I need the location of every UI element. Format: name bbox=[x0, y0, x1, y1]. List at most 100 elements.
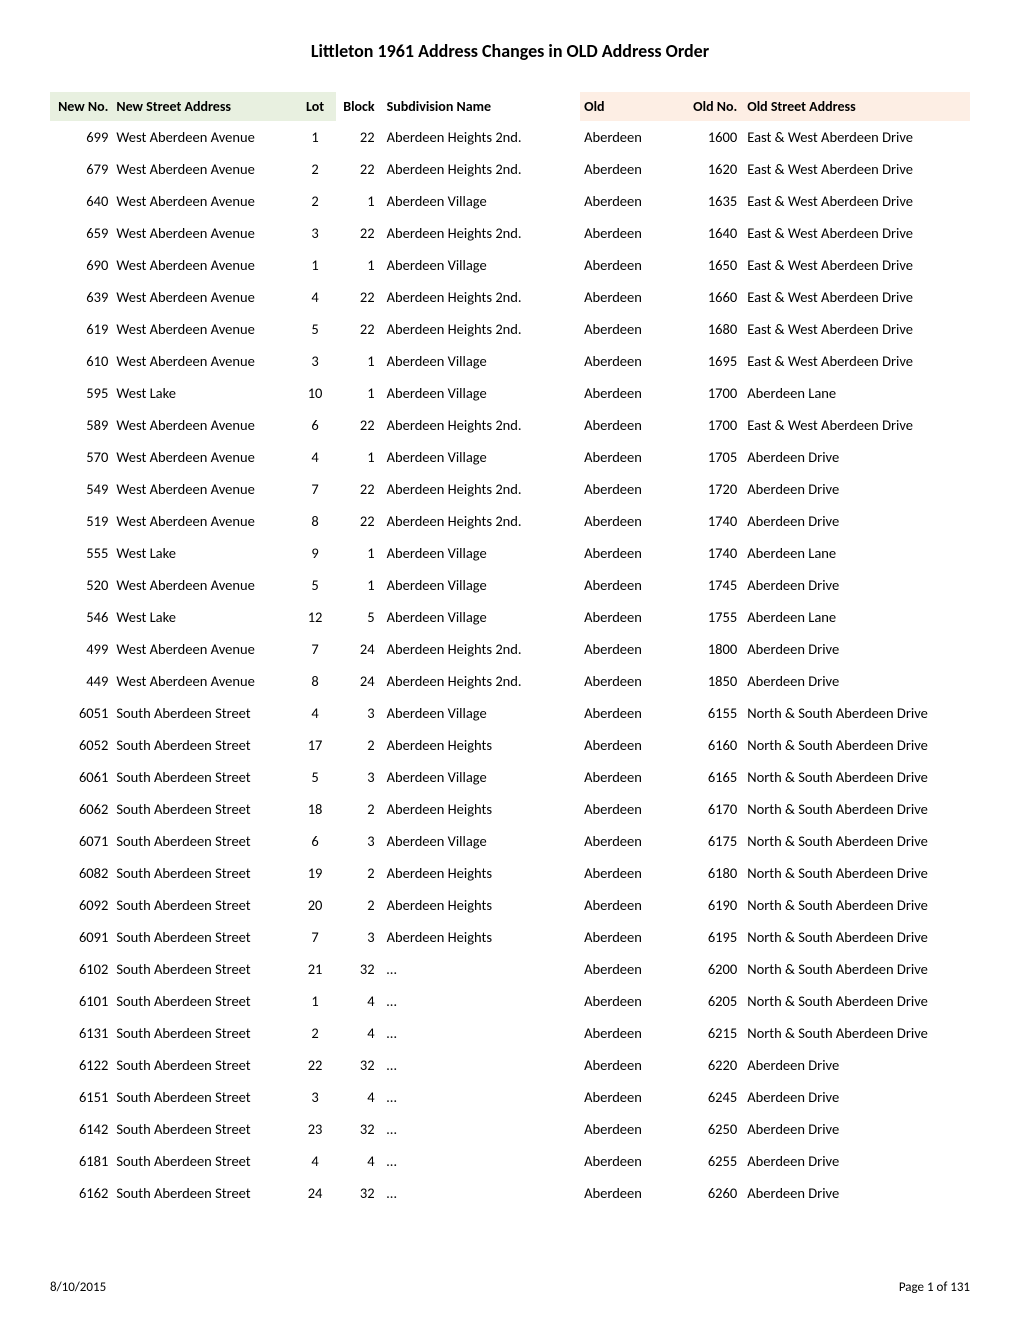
cell-newno: 679 bbox=[50, 153, 112, 185]
cell-lot: 1 bbox=[294, 249, 336, 281]
cell-oldstreet: North & South Aberdeen Drive bbox=[741, 697, 970, 729]
cell-newstreet: South Aberdeen Street bbox=[112, 1017, 294, 1049]
table-row: 6102South Aberdeen Street2132…Aberdeen62… bbox=[50, 953, 970, 985]
cell-newno: 555 bbox=[50, 537, 112, 569]
cell-block: 22 bbox=[336, 217, 383, 249]
cell-old: Aberdeen bbox=[580, 665, 684, 697]
cell-newno: 6181 bbox=[50, 1145, 112, 1177]
cell-oldno: 6250 bbox=[684, 1113, 741, 1145]
cell-lot: 22 bbox=[294, 1049, 336, 1081]
cell-old: Aberdeen bbox=[580, 953, 684, 985]
cell-lot: 4 bbox=[294, 281, 336, 313]
cell-newstreet: West Aberdeen Avenue bbox=[112, 665, 294, 697]
cell-newno: 6071 bbox=[50, 825, 112, 857]
cell-subdiv: … bbox=[383, 1177, 581, 1209]
cell-newstreet: West Lake bbox=[112, 377, 294, 409]
address-table: New No. New Street Address Lot Block Sub… bbox=[50, 92, 970, 1209]
cell-subdiv: … bbox=[383, 1017, 581, 1049]
cell-oldstreet: East & West Aberdeen Drive bbox=[741, 345, 970, 377]
cell-old: Aberdeen bbox=[580, 601, 684, 633]
cell-oldno: 1640 bbox=[684, 217, 741, 249]
cell-old: Aberdeen bbox=[580, 985, 684, 1017]
cell-oldstreet: North & South Aberdeen Drive bbox=[741, 729, 970, 761]
cell-subdiv: Aberdeen Heights 2nd. bbox=[383, 153, 581, 185]
cell-lot: 3 bbox=[294, 217, 336, 249]
cell-block: 1 bbox=[336, 537, 383, 569]
cell-newno: 6162 bbox=[50, 1177, 112, 1209]
footer: 8/10/2015 Page 1 of 131 bbox=[50, 1280, 970, 1295]
cell-oldno: 1745 bbox=[684, 569, 741, 601]
cell-newstreet: West Aberdeen Avenue bbox=[112, 633, 294, 665]
cell-old: Aberdeen bbox=[580, 1177, 684, 1209]
cell-lot: 9 bbox=[294, 537, 336, 569]
cell-oldno: 1635 bbox=[684, 185, 741, 217]
cell-oldstreet: Aberdeen Drive bbox=[741, 505, 970, 537]
cell-oldno: 1600 bbox=[684, 121, 741, 153]
cell-lot: 7 bbox=[294, 921, 336, 953]
cell-block: 22 bbox=[336, 505, 383, 537]
cell-subdiv: Aberdeen Heights 2nd. bbox=[383, 217, 581, 249]
table-row: 6091South Aberdeen Street73Aberdeen Heig… bbox=[50, 921, 970, 953]
table-row: 6122South Aberdeen Street2232…Aberdeen62… bbox=[50, 1049, 970, 1081]
cell-old: Aberdeen bbox=[580, 185, 684, 217]
cell-newno: 659 bbox=[50, 217, 112, 249]
cell-newstreet: West Aberdeen Avenue bbox=[112, 185, 294, 217]
cell-subdiv: … bbox=[383, 1145, 581, 1177]
table-row: 610West Aberdeen Avenue31Aberdeen Villag… bbox=[50, 345, 970, 377]
cell-oldstreet: Aberdeen Lane bbox=[741, 537, 970, 569]
cell-oldno: 1700 bbox=[684, 377, 741, 409]
cell-old: Aberdeen bbox=[580, 1049, 684, 1081]
cell-old: Aberdeen bbox=[580, 537, 684, 569]
cell-newno: 6101 bbox=[50, 985, 112, 1017]
cell-block: 22 bbox=[336, 121, 383, 153]
cell-oldno: 6260 bbox=[684, 1177, 741, 1209]
cell-subdiv: Aberdeen Heights 2nd. bbox=[383, 473, 581, 505]
cell-oldno: 6155 bbox=[684, 697, 741, 729]
cell-newstreet: South Aberdeen Street bbox=[112, 985, 294, 1017]
cell-block: 3 bbox=[336, 761, 383, 793]
cell-subdiv: Aberdeen Village bbox=[383, 537, 581, 569]
table-row: 499West Aberdeen Avenue724Aberdeen Heigh… bbox=[50, 633, 970, 665]
cell-oldstreet: North & South Aberdeen Drive bbox=[741, 1017, 970, 1049]
cell-oldno: 6160 bbox=[684, 729, 741, 761]
cell-lot: 2 bbox=[294, 1017, 336, 1049]
cell-subdiv: Aberdeen Heights bbox=[383, 889, 581, 921]
cell-newno: 549 bbox=[50, 473, 112, 505]
cell-newno: 699 bbox=[50, 121, 112, 153]
cell-newstreet: South Aberdeen Street bbox=[112, 793, 294, 825]
cell-subdiv: … bbox=[383, 1049, 581, 1081]
cell-lot: 10 bbox=[294, 377, 336, 409]
table-row: 6131South Aberdeen Street24…Aberdeen6215… bbox=[50, 1017, 970, 1049]
cell-old: Aberdeen bbox=[580, 121, 684, 153]
table-row: 6082South Aberdeen Street192Aberdeen Hei… bbox=[50, 857, 970, 889]
cell-block: 2 bbox=[336, 857, 383, 889]
cell-subdiv: Aberdeen Heights bbox=[383, 921, 581, 953]
cell-newstreet: West Aberdeen Avenue bbox=[112, 153, 294, 185]
cell-old: Aberdeen bbox=[580, 729, 684, 761]
cell-newno: 6062 bbox=[50, 793, 112, 825]
cell-old: Aberdeen bbox=[580, 1081, 684, 1113]
cell-oldno: 1680 bbox=[684, 313, 741, 345]
cell-newstreet: South Aberdeen Street bbox=[112, 697, 294, 729]
cell-lot: 7 bbox=[294, 633, 336, 665]
table-row: 6062South Aberdeen Street182Aberdeen Hei… bbox=[50, 793, 970, 825]
table-row: 6071South Aberdeen Street63Aberdeen Vill… bbox=[50, 825, 970, 857]
cell-subdiv: Aberdeen Village bbox=[383, 825, 581, 857]
cell-oldstreet: East & West Aberdeen Drive bbox=[741, 153, 970, 185]
table-body: 699West Aberdeen Avenue122Aberdeen Heigh… bbox=[50, 121, 970, 1209]
cell-oldstreet: East & West Aberdeen Drive bbox=[741, 121, 970, 153]
cell-newno: 519 bbox=[50, 505, 112, 537]
cell-block: 2 bbox=[336, 729, 383, 761]
cell-oldno: 6255 bbox=[684, 1145, 741, 1177]
cell-newstreet: West Lake bbox=[112, 601, 294, 633]
cell-newstreet: West Aberdeen Avenue bbox=[112, 441, 294, 473]
table-row: 619West Aberdeen Avenue522Aberdeen Heigh… bbox=[50, 313, 970, 345]
cell-block: 32 bbox=[336, 1049, 383, 1081]
cell-old: Aberdeen bbox=[580, 409, 684, 441]
cell-oldstreet: Aberdeen Drive bbox=[741, 665, 970, 697]
cell-block: 2 bbox=[336, 793, 383, 825]
cell-newstreet: South Aberdeen Street bbox=[112, 857, 294, 889]
cell-newno: 449 bbox=[50, 665, 112, 697]
cell-subdiv: … bbox=[383, 1081, 581, 1113]
cell-oldstreet: North & South Aberdeen Drive bbox=[741, 889, 970, 921]
